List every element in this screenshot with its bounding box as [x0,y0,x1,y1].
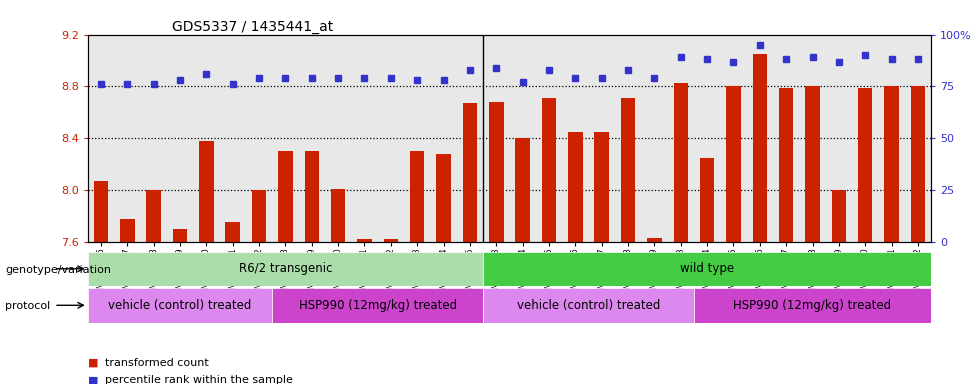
Bar [199,141,214,242]
Bar [700,158,715,242]
Text: HSP990 (12mg/kg) treated: HSP990 (12mg/kg) treated [298,299,456,312]
Bar [278,151,292,242]
Text: percentile rank within the sample: percentile rank within the sample [105,375,293,384]
Text: ■: ■ [88,358,98,368]
Bar [173,229,187,242]
Bar [88,252,483,286]
Bar [568,132,583,242]
Bar [304,151,319,242]
Bar [858,88,873,242]
Bar [805,86,820,242]
Text: wild type: wild type [680,262,734,275]
Bar [120,218,135,242]
Bar [94,181,108,242]
Bar [779,88,794,242]
Bar [911,86,925,242]
Text: vehicle (control) treated: vehicle (control) treated [517,299,660,312]
Bar [225,222,240,242]
Bar [436,154,450,242]
Bar [410,151,424,242]
Bar [88,288,272,323]
Bar [483,288,694,323]
Bar [146,190,161,242]
Bar [252,190,266,242]
Bar [542,98,556,242]
Bar [674,83,688,242]
Bar [357,239,371,242]
Text: genotype/variation: genotype/variation [5,265,111,275]
Bar [463,103,477,242]
Bar [331,189,345,242]
Bar [489,102,503,242]
Text: R6/2 transgenic: R6/2 transgenic [239,262,332,275]
Bar [753,54,767,242]
Bar [647,238,662,242]
Bar [832,190,846,242]
Text: vehicle (control) treated: vehicle (control) treated [108,299,252,312]
Bar [516,138,529,242]
Bar [621,98,636,242]
Bar [272,288,483,323]
Bar [694,288,931,323]
Bar [726,86,741,242]
Text: ■: ■ [88,375,98,384]
Text: HSP990 (12mg/kg) treated: HSP990 (12mg/kg) treated [733,299,891,312]
Bar [595,132,609,242]
Text: protocol: protocol [5,301,50,311]
Bar [884,86,899,242]
Text: transformed count: transformed count [105,358,209,368]
Bar [483,252,931,286]
Bar [383,239,398,242]
Text: GDS5337 / 1435441_at: GDS5337 / 1435441_at [173,20,333,33]
